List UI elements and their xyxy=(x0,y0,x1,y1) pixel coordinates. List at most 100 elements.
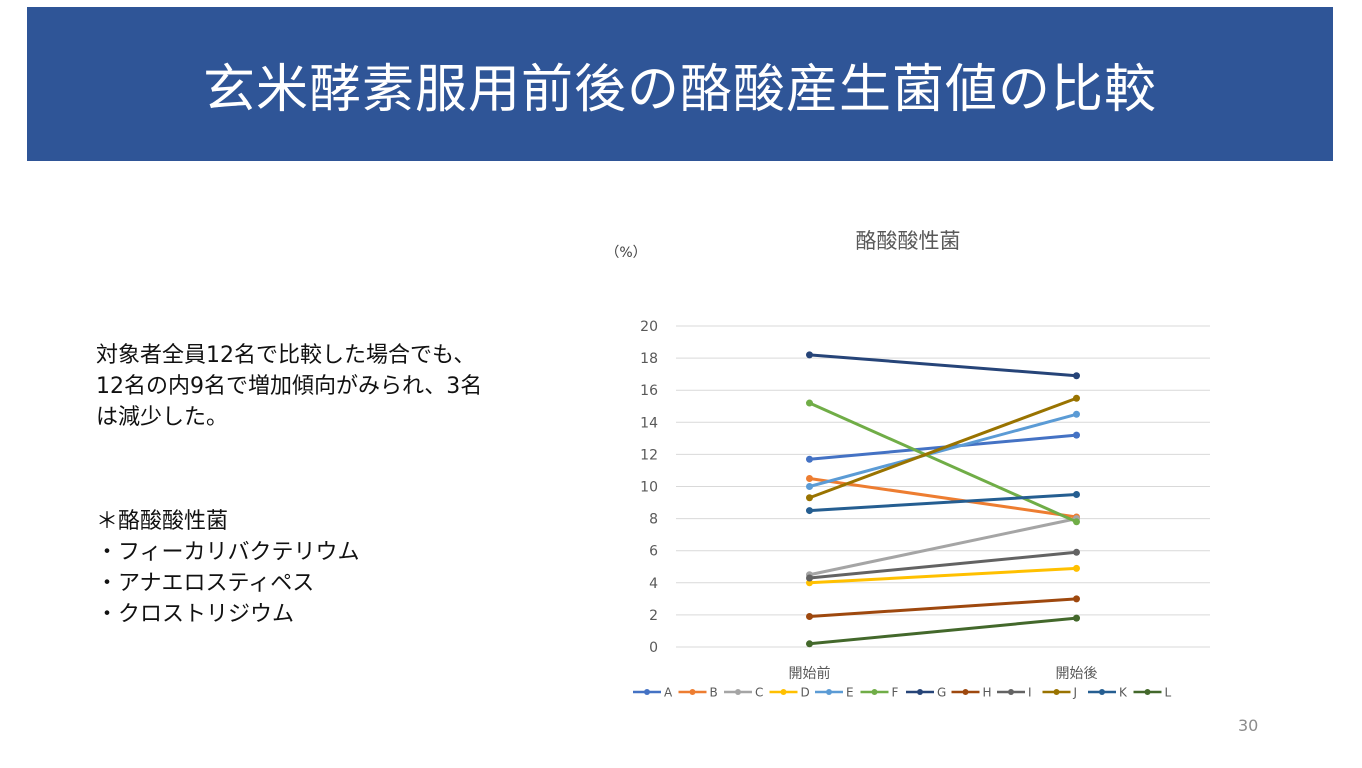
y-tick-label: 8 xyxy=(649,512,658,528)
summary-line: 12名の内9名で増加傾向がみられ、3名 xyxy=(96,374,483,399)
chart-title: 酪酸酸性菌 xyxy=(856,229,961,253)
data-point xyxy=(1073,548,1080,556)
y-tick-label: 4 xyxy=(649,576,658,592)
legend-item: D xyxy=(769,686,810,700)
title-banner: 玄米酵素服用前後の酪酸産生菌値の比較 xyxy=(27,7,1333,161)
series-line xyxy=(808,396,1078,500)
legend-label: L xyxy=(1165,686,1172,700)
legend-label: A xyxy=(664,686,673,700)
data-point xyxy=(1073,614,1080,622)
legend-item: A xyxy=(633,686,673,700)
data-point xyxy=(1073,595,1080,603)
y-tick-label: 18 xyxy=(640,351,658,367)
series-I xyxy=(806,548,1080,582)
note-heading: ＊酪酸酸性菌 xyxy=(96,509,229,534)
series-line xyxy=(808,401,1078,524)
data-point xyxy=(1073,518,1080,526)
series-line xyxy=(809,566,1077,585)
legend-item: G xyxy=(906,686,946,700)
data-point xyxy=(1073,431,1080,439)
series-line xyxy=(809,597,1077,619)
legend-swatch-marker xyxy=(644,689,650,695)
legend-swatch-marker xyxy=(871,689,878,695)
legend-item: I xyxy=(997,686,1032,700)
series-line xyxy=(809,412,1077,488)
legend-swatch-marker xyxy=(1144,689,1151,695)
legend-item: K xyxy=(1088,686,1128,700)
data-point xyxy=(806,483,813,490)
summary-line: 対象者全員12名で比較した場合でも、 xyxy=(96,343,476,368)
legend-item: C xyxy=(724,686,763,700)
y-tick-label: 14 xyxy=(640,415,658,431)
data-point xyxy=(806,640,813,648)
series-J xyxy=(806,394,1080,502)
summary-line: は減少した。 xyxy=(96,405,229,430)
legend-label: D xyxy=(801,686,810,700)
data-point xyxy=(806,399,813,407)
series-F xyxy=(806,399,1080,526)
y-axis-unit-label: （%） xyxy=(605,245,646,261)
data-point xyxy=(806,474,813,482)
legend-label: K xyxy=(1119,686,1128,700)
data-point xyxy=(806,351,813,359)
summary-text: 対象者全員12名で比較した場合でも、 12名の内9名で増加傾向がみられ、3名 は… xyxy=(96,340,566,433)
legend-swatch-marker xyxy=(962,689,969,695)
legend-item: B xyxy=(678,686,718,700)
series-line xyxy=(809,517,1077,577)
note-item: ・フィーカリバクテリウム xyxy=(96,540,360,565)
y-tick-label: 16 xyxy=(640,383,658,399)
series-line xyxy=(809,353,1077,378)
data-point xyxy=(806,579,813,587)
data-point xyxy=(806,455,813,463)
legend-swatch-marker xyxy=(917,689,923,695)
legend-swatch-marker xyxy=(1008,689,1014,695)
data-point xyxy=(806,494,813,502)
data-point xyxy=(1073,372,1080,380)
slide-title: 玄米酵素服用前後の酪酸産生菌値の比較 xyxy=(202,59,1157,120)
y-tick-label: 12 xyxy=(640,447,658,463)
series-E xyxy=(806,410,1080,490)
legend-label: I xyxy=(1028,686,1032,700)
line-chart: 酪酸酸性菌 （%） 0 2 4 6 8 10 12 14 16 18 20 開始前 開始後 A B C D E F… xyxy=(605,229,1210,700)
note-item: ・アナエロスティペス xyxy=(96,571,315,596)
data-point xyxy=(1073,491,1080,499)
legend-label: B xyxy=(710,686,718,700)
legend-swatch-marker xyxy=(1099,689,1105,695)
legend-label: E xyxy=(846,686,854,700)
legend-item: F xyxy=(860,686,899,700)
page-number: 30 xyxy=(1238,716,1259,735)
y-tick-label: 0 xyxy=(649,640,658,656)
data-point xyxy=(806,613,813,621)
data-point xyxy=(806,574,813,582)
legend-item: L xyxy=(1133,686,1172,700)
legend-item: J xyxy=(1042,686,1078,700)
series-K xyxy=(806,491,1080,515)
series-line xyxy=(809,550,1077,580)
series-C xyxy=(806,515,1080,579)
legend-swatch-marker xyxy=(735,689,741,695)
legend-swatch-marker xyxy=(1053,689,1060,695)
y-tick-label: 10 xyxy=(640,480,658,496)
series-line xyxy=(809,476,1077,519)
x-tick-label: 開始後 xyxy=(1056,666,1098,682)
legend-item: H xyxy=(951,686,992,700)
data-point xyxy=(806,507,813,515)
legend-label: J xyxy=(1073,686,1078,700)
note-item: ・クロストリジウム xyxy=(96,602,295,627)
legend-label: H xyxy=(983,686,992,700)
y-tick-label: 20 xyxy=(640,319,658,335)
bacteria-note: ＊酪酸酸性菌 ・フィーカリバクテリウム ・アナエロスティペス ・クロストリジウム xyxy=(96,506,360,630)
series-G xyxy=(806,351,1080,380)
x-tick-label: 開始前 xyxy=(789,665,831,682)
series-line xyxy=(809,616,1077,646)
data-point xyxy=(1073,410,1080,418)
series-D xyxy=(806,564,1080,587)
y-tick-label: 6 xyxy=(649,544,658,560)
legend-item: E xyxy=(815,686,854,700)
data-point xyxy=(1073,564,1080,572)
series-L xyxy=(806,614,1080,648)
legend-label: C xyxy=(755,686,763,700)
legend-swatch-marker xyxy=(780,689,787,695)
data-point xyxy=(1073,394,1080,402)
legend-label: G xyxy=(937,686,946,700)
